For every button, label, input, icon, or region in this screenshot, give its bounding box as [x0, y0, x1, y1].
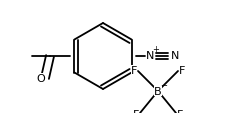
Text: F: F: [177, 109, 183, 113]
Text: +: +: [152, 45, 160, 54]
Text: F: F: [133, 109, 139, 113]
Text: N: N: [146, 51, 154, 60]
Text: −: −: [160, 81, 168, 90]
Text: O: O: [37, 73, 45, 83]
Text: F: F: [179, 65, 185, 75]
Text: B: B: [154, 86, 162, 96]
Text: N: N: [171, 51, 179, 60]
Text: F: F: [131, 65, 137, 75]
